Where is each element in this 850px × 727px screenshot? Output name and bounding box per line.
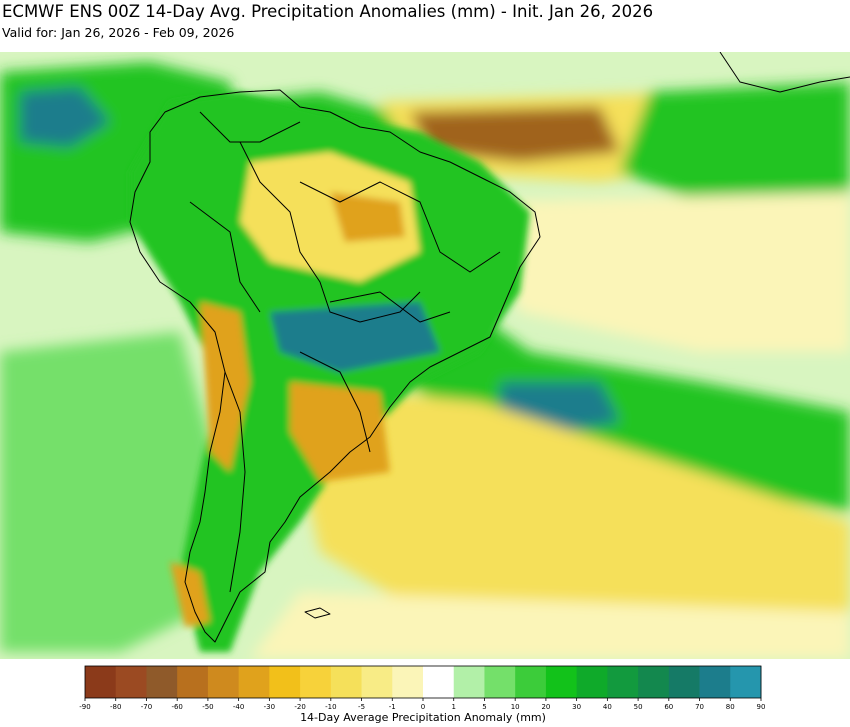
colorbar-swatch <box>730 666 762 698</box>
colorbar-tick-label: -5 <box>358 703 365 711</box>
colorbar-swatch <box>484 666 516 698</box>
land-dry-patch-patagonia <box>170 562 210 627</box>
colorbar-tick-label: 40 <box>603 703 612 711</box>
colorbar-tick-label: 0 <box>421 703 425 711</box>
colorbar-tick-label: 30 <box>572 703 581 711</box>
colorbar-tick-label: -20 <box>294 703 305 711</box>
wet-field-south-pacific <box>0 332 220 652</box>
border-brazil-states-south <box>329 291 451 323</box>
colorbar-swatch <box>638 666 670 698</box>
colorbar-swatch <box>85 666 117 698</box>
colorbar-swatch <box>330 666 362 698</box>
colorbar-tick-label: 80 <box>726 703 735 711</box>
colorbar-tick-label: 50 <box>634 703 643 711</box>
wet-field-north-atlantic-east <box>620 82 850 202</box>
dry-field-north-atlantic-core <box>410 107 620 162</box>
colorbar-tick-label: 5 <box>482 703 486 711</box>
border-colombia-venezuela <box>199 111 301 143</box>
colorbar-tick-label: -30 <box>264 703 275 711</box>
border-brazil-west <box>239 141 421 323</box>
colorbar-label: 14-Day Average Precipitation Anomaly (mm… <box>300 711 546 724</box>
precipitation-anomaly-map <box>0 52 850 659</box>
colorbar-swatch <box>576 666 608 698</box>
colorbar-swatch <box>115 666 147 698</box>
colorbar-swatch <box>269 666 301 698</box>
colorbar-swatch <box>545 666 578 698</box>
colorbar-tick-label: -90 <box>79 703 90 711</box>
dry-field-southern-ocean <box>250 592 850 659</box>
colorbar-tick-label: 90 <box>757 703 766 711</box>
country-borders <box>129 52 850 643</box>
colorbar-swatches <box>85 666 762 698</box>
colorbar-tick-label: 70 <box>695 703 704 711</box>
colorbar-swatch <box>177 666 209 698</box>
map-title: ECMWF ENS 00Z 14-Day Avg. Precipitation … <box>2 2 654 21</box>
land-wet-patch-south <box>270 302 440 372</box>
map-subtitle: Valid for: Jan 26, 2026 - Feb 09, 2026 <box>2 25 235 40</box>
dry-field-south-atlantic <box>280 382 850 632</box>
colorbar-swatch <box>699 666 731 698</box>
falkland-islands <box>304 607 331 619</box>
colorbar-tick-label: -80 <box>110 703 121 711</box>
colorbar-ticks: -90 -80 -70 -60 -50 -40 -30 -20 -10 -5 -1 0 1 5 10 20 30… <box>79 698 765 711</box>
border-brazil-states <box>299 181 501 273</box>
colorbar-tick-label: 10 <box>511 703 520 711</box>
wet-field-northwest-core <box>20 87 110 147</box>
colorbar-tick-label: 60 <box>664 703 673 711</box>
colorbar-swatch <box>668 666 700 698</box>
border-argentina-chile <box>224 371 246 593</box>
africa-coast <box>719 52 850 93</box>
colorbar-swatch <box>423 666 455 698</box>
colorbar: -90 -80 -70 -60 -50 -40 -30 -20 -10 -5 -1 0 1 5 10 20 30… <box>79 665 765 724</box>
border-peru-bolivia <box>189 201 261 313</box>
colorbar-swatch <box>146 666 178 698</box>
land-dry-patch-andes <box>200 302 250 472</box>
colorbar-tick-label: 20 <box>541 703 550 711</box>
colorbar-swatch <box>392 666 424 698</box>
colorbar-swatch <box>300 666 332 698</box>
land-dry-patch-pampas <box>290 382 390 482</box>
colorbar-tick-label: -60 <box>171 703 182 711</box>
colorbar-swatch <box>207 666 240 698</box>
border-paraguay-uruguay <box>299 351 371 453</box>
colorbar-tick-label: -70 <box>141 703 152 711</box>
colorbar-tick-label: -10 <box>325 703 336 711</box>
colorbar-swatch <box>515 666 547 698</box>
colorbar-tick-label: -50 <box>202 703 213 711</box>
land-dry-patch-core <box>330 192 405 242</box>
dry-field-tropical-atlantic <box>480 192 850 352</box>
colorbar-swatch <box>238 666 270 698</box>
colorbar-swatch <box>607 666 639 698</box>
colorbar-tick-label: 1 <box>451 703 455 711</box>
colorbar-swatch <box>361 666 393 698</box>
colorbar-tick-label: -1 <box>389 703 396 711</box>
colorbar-swatch <box>453 666 485 698</box>
colorbar-tick-label: -40 <box>233 703 244 711</box>
